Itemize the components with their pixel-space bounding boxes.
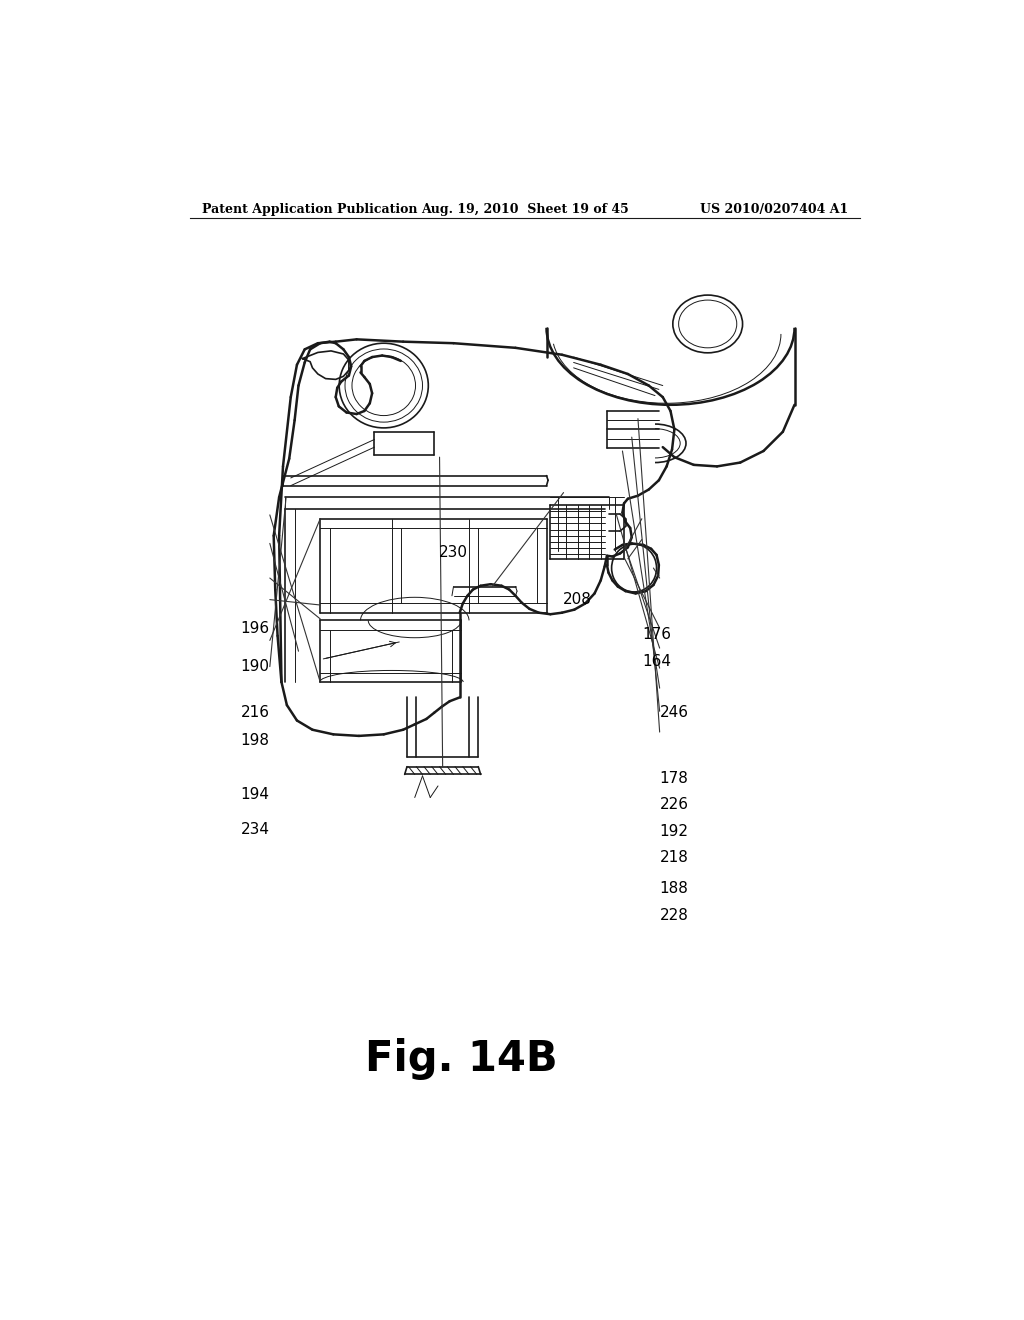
Text: 164: 164 — [642, 653, 672, 669]
Text: Fig. 14B: Fig. 14B — [365, 1039, 557, 1080]
Text: 208: 208 — [563, 591, 592, 607]
Text: Aug. 19, 2010  Sheet 19 of 45: Aug. 19, 2010 Sheet 19 of 45 — [421, 203, 629, 216]
Text: 194: 194 — [241, 787, 269, 803]
Text: 226: 226 — [659, 797, 689, 812]
Text: 190: 190 — [241, 659, 269, 675]
Text: 228: 228 — [659, 908, 688, 923]
Text: 246: 246 — [659, 705, 689, 719]
Text: Patent Application Publication: Patent Application Publication — [202, 203, 417, 216]
Text: 216: 216 — [241, 705, 269, 719]
Text: 218: 218 — [659, 850, 688, 865]
Text: 196: 196 — [241, 622, 269, 636]
Text: 192: 192 — [659, 824, 689, 838]
Text: 176: 176 — [642, 627, 672, 642]
Text: 178: 178 — [659, 771, 688, 785]
Text: 198: 198 — [241, 734, 269, 748]
Text: US 2010/0207404 A1: US 2010/0207404 A1 — [700, 203, 849, 216]
Text: 230: 230 — [439, 545, 468, 560]
Text: 234: 234 — [241, 822, 269, 837]
Text: 188: 188 — [659, 880, 688, 896]
